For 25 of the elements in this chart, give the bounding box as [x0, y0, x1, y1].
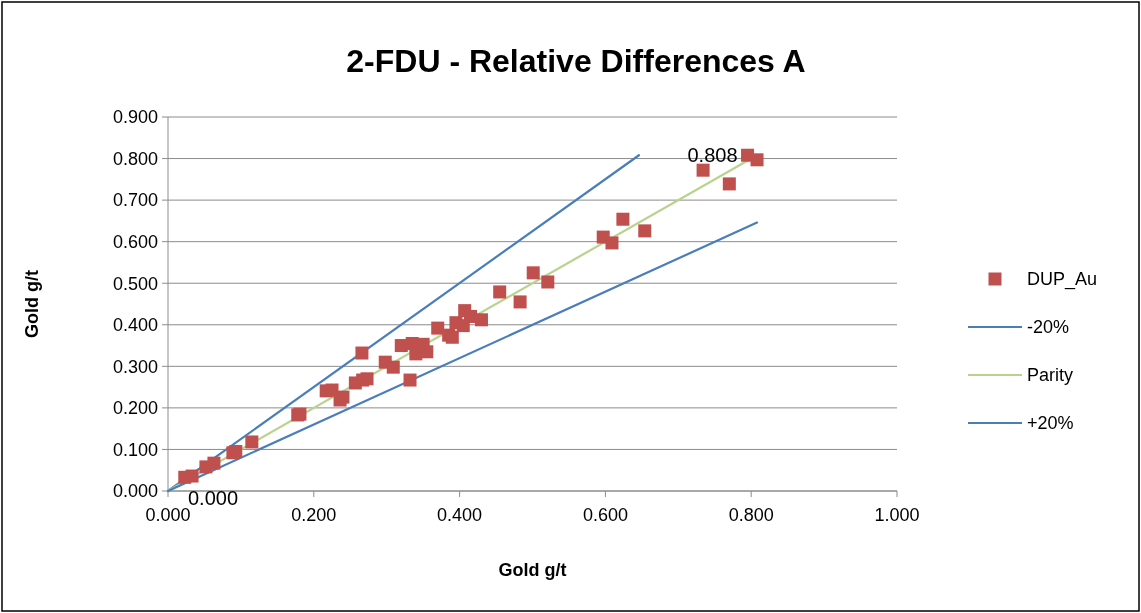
y-tick-label: 0.800 [112, 148, 158, 169]
y-tick-label: 0.000 [112, 481, 158, 502]
y-tick-label: 0.500 [112, 273, 158, 294]
x-axis-title: Gold g/t [498, 560, 567, 580]
y-axis-title: Gold g/t [22, 270, 42, 338]
x-tick-label: 0.200 [291, 505, 337, 525]
y-tick-label: 0.700 [112, 190, 158, 211]
legend-label: -20% [1027, 317, 1070, 338]
y-tick-label: 0.600 [112, 231, 158, 252]
chart-title: 2-FDU - Relative Differences A [346, 43, 806, 79]
annotation: 0.808 [687, 144, 738, 167]
y-tick-label: 0.900 [112, 107, 158, 128]
x-tick-label: 1.000 [874, 505, 920, 525]
y-tick-label: 0.400 [112, 315, 158, 336]
y-tick-label: 0.200 [112, 398, 158, 419]
x-tick-label: 0.400 [437, 505, 483, 525]
x-tick-label: 0.800 [728, 505, 774, 525]
y-tick-label: 0.300 [112, 356, 158, 377]
y-tick-label: 0.100 [112, 439, 158, 460]
legend-label: Parity [1027, 365, 1074, 386]
legend-label: +20% [1027, 413, 1074, 434]
annotation: 0.000 [188, 487, 239, 509]
x-tick-label: 0.600 [582, 505, 628, 525]
x-tick-label: 0.000 [145, 505, 191, 525]
legend-label: DUP_Au [1027, 269, 1098, 291]
